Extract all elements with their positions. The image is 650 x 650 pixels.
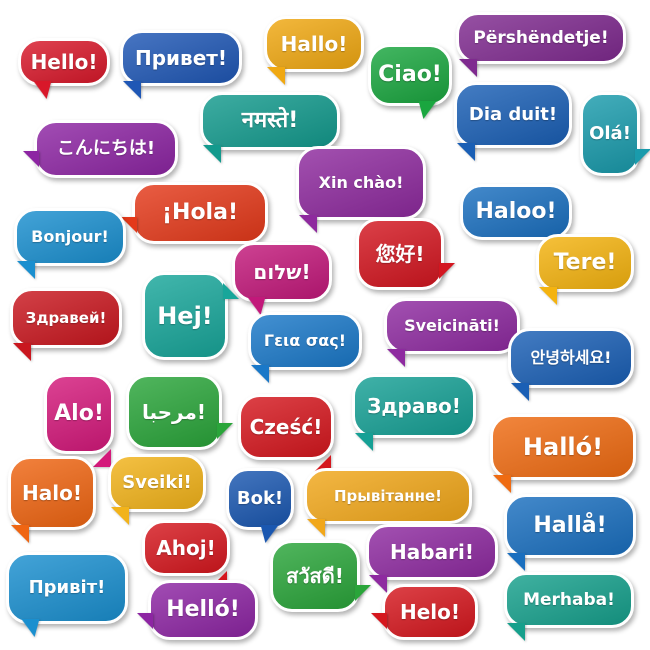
bubble-text: Ahoj! <box>156 536 216 560</box>
bubble-text: Ciao! <box>378 62 442 87</box>
bubble-text: Olá! <box>589 123 631 144</box>
bubble-namaste-hi: नमस्ते! <box>200 92 340 150</box>
bubble-helo-cy: Helo! <box>382 584 478 640</box>
bubble-text: Helo! <box>399 600 461 624</box>
bubble-ciao-it: Ciao! <box>368 44 452 106</box>
bubble-text: Hej! <box>157 302 213 330</box>
bubble-text: Haloo! <box>475 199 557 224</box>
bubble-shalom-he: שלום! <box>232 242 332 302</box>
bubble-pryvit-uk: Привіт! <box>6 552 128 624</box>
bubble-text: Halló! <box>522 433 604 461</box>
bubble-dia-duit-ga: Dia duit! <box>454 82 572 148</box>
bubble-hallo-is: Halló! <box>490 414 636 480</box>
bubble-czesc-pl: Cześć! <box>238 394 334 460</box>
bubble-text: Habari! <box>390 540 474 564</box>
bubble-zdravo-sr: Здраво! <box>352 374 476 438</box>
bubble-ahoj-cs: Ahoj! <box>142 520 230 576</box>
bubble-annyeong-ko: 안녕하세요! <box>508 328 634 388</box>
bubble-hola-es: ¡Hola! <box>132 182 268 244</box>
bubble-text: Bonjour! <box>31 227 109 246</box>
bubble-halla-no: Hallå! <box>504 494 636 558</box>
bubble-xin-chao-vi: Xin chào! <box>296 146 426 220</box>
bubble-text: שלום! <box>253 260 311 284</box>
bubble-text: مرحبا! <box>141 400 207 424</box>
bubble-alo-ro: Alo! <box>44 374 114 454</box>
bubble-halo-id: Halo! <box>8 456 96 530</box>
bubble-privet-ru: Привет! <box>120 30 242 86</box>
bubble-text: Здраво! <box>367 394 461 418</box>
bubble-marhaba-ar: مرحبا! <box>126 374 222 450</box>
bubble-text: 안녕하세요! <box>530 348 612 367</box>
bubble-pryvitannie-be: Прывітанне! <box>304 468 472 524</box>
bubble-pershendetje-sq: Përshëndetje! <box>456 12 626 64</box>
bubble-text: Привет! <box>134 46 227 70</box>
bubble-text: Γεια σας! <box>263 331 347 350</box>
bubble-text: สวัสดี! <box>286 564 344 588</box>
bubble-text: こんにちは! <box>56 138 156 159</box>
bubble-text: Прывітанне! <box>333 486 443 505</box>
bubble-text: Alo! <box>54 401 104 426</box>
bubble-haloo-et: Haloo! <box>460 184 572 240</box>
bubble-text: Hallå! <box>533 513 607 538</box>
bubble-text: ¡Hola! <box>162 200 238 225</box>
bubble-text: Здравей! <box>25 308 107 327</box>
bubble-text: Përshëndetje! <box>473 27 609 48</box>
bubble-ola-pt: Olá! <box>580 92 640 176</box>
bubble-text: Sveiki! <box>122 472 192 493</box>
bubble-text: Xin chào! <box>318 173 404 192</box>
bubble-hej-sv: Hej! <box>142 272 228 360</box>
bubble-bok-hr: Bok! <box>226 468 294 530</box>
bubble-hello-en: Hello! <box>18 38 110 86</box>
bubble-text: Hello! <box>30 50 98 74</box>
bubble-sveiki-lt: Sveiki! <box>108 454 206 512</box>
bubble-sveicinati-lv: Sveicināti! <box>384 298 520 354</box>
bubble-text: Hallo! <box>280 32 348 56</box>
bubble-text: Привіт! <box>28 577 106 598</box>
bubble-konnichiwa-ja: こんにちは! <box>34 120 178 178</box>
bubble-hallo-de: Hallo! <box>264 16 364 72</box>
bubble-geia-sas-el: Γεια σας! <box>248 312 362 370</box>
bubble-text: Merhaba! <box>523 589 615 610</box>
bubble-text: Tere! <box>553 250 617 275</box>
bubble-text: नमस्ते! <box>241 108 299 133</box>
bubble-tere-et: Tere! <box>536 234 634 292</box>
bubble-zdravei-bg: Здравей! <box>10 288 122 348</box>
bubble-ninhao-zh: 您好! <box>356 218 444 290</box>
bubble-text: Dia duit! <box>468 104 558 125</box>
bubble-sawasdee-th: สวัสดี! <box>270 540 360 612</box>
bubble-text: Cześć! <box>249 415 323 439</box>
bubble-hello-hu: Helló! <box>148 580 258 640</box>
bubble-text: Bok! <box>236 488 284 509</box>
bubble-bonjour-fr: Bonjour! <box>14 208 126 266</box>
bubble-text: Sveicināti! <box>404 316 500 335</box>
bubble-habari-sw: Habari! <box>366 524 498 580</box>
bubble-text: 您好! <box>375 242 425 266</box>
bubble-text: Helló! <box>166 597 240 622</box>
bubble-merhaba-tr: Merhaba! <box>504 572 634 628</box>
bubble-text: Halo! <box>22 481 82 505</box>
